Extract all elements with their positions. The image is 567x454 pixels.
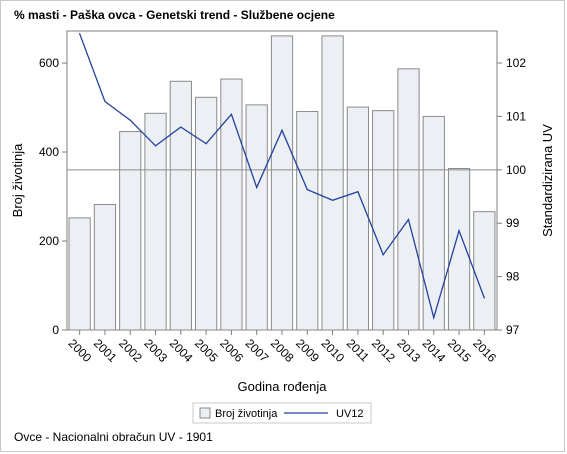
x-tick-label-2010: 2010 [318, 336, 347, 365]
uv12-point-2006 [230, 113, 233, 115]
bar-2004 [169, 80, 192, 331]
y2-tick-label-97: 97 [506, 323, 520, 337]
x-tick-label-2005: 2005 [192, 336, 221, 365]
plot-area: 0200400600979899100101102200020012002200… [10, 30, 555, 424]
y-tick-label-400: 400 [39, 145, 59, 159]
uv12-point-2001 [104, 100, 106, 103]
y2-tick-label-102: 102 [506, 56, 526, 70]
uv12-point-2002 [129, 119, 131, 121]
uv12-point-2015 [458, 230, 460, 232]
bar-2000 [68, 217, 91, 331]
x-tick-label-2014: 2014 [420, 336, 449, 365]
uv12-point-2000 [79, 33, 81, 35]
legend-box [192, 402, 372, 424]
bar-2009 [296, 111, 319, 331]
uv12-point-2003 [154, 145, 157, 147]
y2-tick-label-101: 101 [506, 109, 526, 123]
bar-2001 [93, 204, 117, 331]
uv12-point-2013 [407, 218, 410, 221]
x-tick-label-2008: 2008 [268, 336, 297, 365]
legend-label-line: UV12 [336, 408, 364, 420]
uv12-point-2005 [205, 143, 207, 145]
bar-2012 [372, 110, 395, 331]
x-tick-label-2015: 2015 [445, 336, 474, 365]
x-tick-label-2006: 2006 [217, 336, 246, 365]
y-tick-label-200: 200 [39, 234, 59, 248]
uv12-point-2016 [483, 297, 485, 299]
legend-label-bars: Broj životinja [215, 408, 278, 420]
uv12-point-2004 [180, 126, 182, 128]
legend-swatch-bars [199, 407, 211, 419]
bar-2002 [119, 131, 142, 331]
y2-axis-title: Standardizirana UV [540, 124, 555, 237]
x-tick-label-2012: 2012 [369, 336, 398, 365]
x-tick-label-2016: 2016 [470, 336, 499, 365]
bar-2014 [422, 115, 445, 331]
bar-2006 [220, 78, 243, 331]
bar-2007 [245, 104, 268, 331]
x-tick-label-2001: 2001 [91, 336, 120, 365]
x-tick-label-2011: 2011 [344, 336, 372, 364]
y2-tick-label-100: 100 [506, 163, 526, 177]
x-tick-label-2007: 2007 [243, 336, 272, 365]
x-tick-label-2004: 2004 [167, 336, 196, 365]
y-axis-title: Broj životinja [10, 143, 25, 217]
footnote: Ovce - Nacionalni obračun UV - 1901 [14, 430, 213, 444]
bar-2005 [194, 96, 218, 331]
y-tick-label-600: 600 [39, 56, 59, 70]
x-tick-label-2013: 2013 [394, 336, 423, 365]
x-tick-label-2002: 2002 [116, 336, 145, 365]
uv12-point-2012 [382, 254, 384, 256]
x-tick-label-2003: 2003 [141, 336, 170, 365]
bar-2016 [473, 211, 496, 331]
x-tick-label-2009: 2009 [293, 336, 322, 365]
y-tick-label-0: 0 [52, 323, 59, 337]
uv12-point-2009 [306, 188, 308, 191]
x-axis-title: Godina rođenja [238, 379, 328, 394]
x-tick-label-2000: 2000 [66, 336, 95, 365]
uv12-point-2011 [357, 191, 359, 193]
y2-tick-label-99: 99 [506, 216, 520, 230]
uv12-point-2014 [433, 317, 435, 319]
bar-2011 [346, 106, 370, 331]
bar-2010 [321, 35, 344, 331]
uv12-point-2007 [256, 186, 258, 189]
chart-title: % masti - Paška ovca - Genetski trend - … [14, 8, 335, 22]
uv12-point-2008 [281, 129, 283, 131]
uv12-point-2010 [331, 199, 334, 201]
bar-2008 [270, 35, 294, 331]
bar-2013 [397, 68, 420, 331]
y2-tick-label-98: 98 [506, 270, 520, 284]
